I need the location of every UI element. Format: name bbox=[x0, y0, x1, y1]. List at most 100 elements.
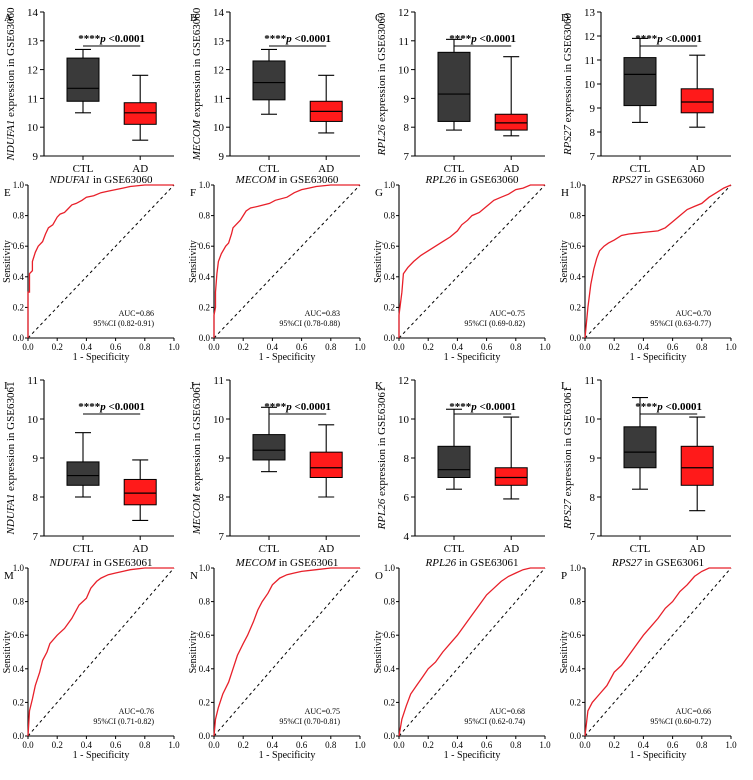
box-iqr bbox=[680, 445, 714, 486]
auc-label: AUC=0.75 bbox=[490, 309, 525, 318]
y-tick-label: 10 bbox=[27, 122, 39, 134]
y-tick-label: 0.2 bbox=[570, 302, 581, 312]
box-iqr bbox=[680, 88, 714, 114]
y-tick-label: 10 bbox=[398, 414, 410, 426]
y-tick-label: 11 bbox=[27, 93, 38, 105]
significance-stars: **** bbox=[449, 401, 472, 413]
y-label-suffix: expression in GSE63060 bbox=[376, 12, 388, 125]
p-symbol: p bbox=[285, 33, 292, 45]
box-iqr bbox=[123, 478, 157, 506]
title-suffix: in GSE63060 bbox=[90, 174, 153, 186]
gene-name: MECOM bbox=[191, 493, 203, 535]
gene-name: RPS27 bbox=[562, 499, 574, 530]
y-axis-label: MECOM expression in GSE63060 bbox=[191, 7, 203, 161]
panel-letter: B bbox=[190, 12, 197, 24]
auc-label: AUC=0.76 bbox=[119, 707, 154, 716]
y-tick-label: 0.6 bbox=[570, 241, 582, 251]
y-tick-label: 1.0 bbox=[13, 563, 25, 573]
y-axis-label: Sensitivity bbox=[2, 631, 13, 674]
reference-diagonal bbox=[398, 184, 546, 339]
x-tick-label: 0.0 bbox=[208, 342, 220, 352]
panel-k: K 4 6 8 10 12 RPL26 expression in GSE63061 CTL A… bbox=[375, 375, 545, 555]
significance-label: ****p <0.0001 bbox=[635, 33, 702, 45]
box-iqr bbox=[66, 461, 100, 486]
box-iqr bbox=[252, 434, 286, 461]
reference-diagonal bbox=[213, 184, 361, 339]
x-tick-label: 0.4 bbox=[638, 342, 650, 352]
significance-stars: **** bbox=[264, 401, 287, 413]
reference-diagonal bbox=[27, 567, 175, 737]
y-tick-label: 0.8 bbox=[384, 211, 396, 221]
gene-name: RPS27 bbox=[562, 125, 574, 156]
p-value: <0.0001 bbox=[663, 401, 702, 413]
x-tick-label: 0.2 bbox=[52, 740, 63, 750]
y-tick-label: 0.0 bbox=[13, 333, 25, 343]
y-tick-label: 12 bbox=[398, 375, 409, 387]
x-tick-label: 0.0 bbox=[579, 740, 591, 750]
significance-label: ****p <0.0001 bbox=[264, 33, 331, 45]
box-ctl: CTL bbox=[66, 432, 100, 555]
title-suffix: in GSE63061 bbox=[90, 557, 152, 569]
p-symbol: p bbox=[99, 401, 106, 413]
panel-letter: H bbox=[561, 187, 569, 199]
y-tick-label: 10 bbox=[398, 65, 410, 77]
panel-letter: E bbox=[4, 187, 11, 199]
panel-letter: K bbox=[375, 380, 383, 392]
roc-curve bbox=[27, 567, 174, 737]
roc-curve bbox=[398, 567, 545, 737]
x-tick-label: 0.4 bbox=[81, 342, 93, 352]
ci-label: 95%CI (0.69-0.82) bbox=[464, 319, 525, 328]
y-tick-label: 0.6 bbox=[13, 241, 25, 251]
panel-p: P RPS27 in GSE63061 0.00.0 0.2 0.2 0.4 0.4 0.6 0… bbox=[559, 557, 737, 761]
panel-g: G RPL26 in GSE63060 0.00.0 0.2 0.2 0.4 0.4 0.6 0… bbox=[373, 174, 551, 363]
box-iqr bbox=[66, 57, 100, 102]
y-tick-label: 0.2 bbox=[13, 697, 24, 707]
y-tick-label: 9 bbox=[33, 453, 39, 465]
ci-label: 95%CI (0.78-0.88) bbox=[279, 319, 340, 328]
y-tick-label: 12 bbox=[584, 31, 595, 43]
y-tick-label: 1.0 bbox=[384, 563, 396, 573]
y-axis-label: NDUFA1 expression in GSE63061 bbox=[5, 382, 17, 536]
x-tick-label: 0.2 bbox=[423, 342, 434, 352]
y-axis-label: RPS27 expression in GSE63060 bbox=[562, 12, 574, 156]
panel-c: C 7 8 9 10 11 12 RPL26 expression in GSE63060 CT… bbox=[375, 7, 545, 175]
x-tick-label: 0.4 bbox=[81, 740, 93, 750]
y-tick-label: 0.6 bbox=[384, 241, 396, 251]
x-tick-label: 1.0 bbox=[168, 740, 180, 750]
significance-label: ****p <0.0001 bbox=[264, 401, 331, 413]
significance-label: ****p <0.0001 bbox=[449, 33, 516, 45]
y-label-suffix: expression in GSE63061 bbox=[376, 387, 388, 499]
panel-letter: D bbox=[561, 12, 569, 24]
roc-curve bbox=[213, 567, 360, 737]
y-tick-label: 10 bbox=[213, 414, 225, 426]
gene-name: MECOM bbox=[235, 174, 277, 186]
y-tick-label: 0.0 bbox=[570, 731, 582, 741]
p-symbol: p bbox=[470, 401, 477, 413]
x-tick-label: 0.6 bbox=[667, 740, 679, 750]
y-tick-label: 13 bbox=[213, 36, 225, 48]
gene-name: RPL26 bbox=[425, 174, 457, 186]
roc-title: RPL26 in GSE63060 bbox=[425, 174, 519, 186]
p-symbol: p bbox=[656, 401, 663, 413]
panel-b: B 9 10 11 12 13 14 MECOM expression in GSE63060… bbox=[190, 7, 360, 175]
p-value: <0.0001 bbox=[292, 401, 331, 413]
x-tick-label: CTL bbox=[630, 543, 651, 555]
panel-n: N MECOM in GSE63061 0.00.0 0.2 0.2 0.4 0.4 0.6 0… bbox=[188, 557, 366, 761]
x-tick-label: 0.0 bbox=[208, 740, 220, 750]
y-tick-label: 7 bbox=[33, 531, 39, 543]
x-tick-label: AD bbox=[503, 163, 519, 175]
box-ad: AD bbox=[494, 416, 528, 555]
x-axis-label: 1 - Specificity bbox=[630, 352, 687, 363]
x-tick-label: 1.0 bbox=[725, 740, 737, 750]
y-axis-label: NDUFA1 expression in GSE63060 bbox=[5, 7, 17, 161]
auc-label: AUC=0.70 bbox=[676, 309, 711, 318]
y-tick-label: 0.0 bbox=[13, 731, 25, 741]
x-tick-label: 1.0 bbox=[539, 342, 551, 352]
ci-label: 95%CI (0.63-0.77) bbox=[650, 319, 711, 328]
box-iqr bbox=[437, 445, 471, 478]
y-tick-label: 0.0 bbox=[199, 333, 211, 343]
x-tick-label: AD bbox=[689, 543, 705, 555]
y-tick-label: 0.8 bbox=[570, 597, 582, 607]
y-tick-label: 0.2 bbox=[199, 302, 210, 312]
x-tick-label: 0.6 bbox=[110, 740, 122, 750]
